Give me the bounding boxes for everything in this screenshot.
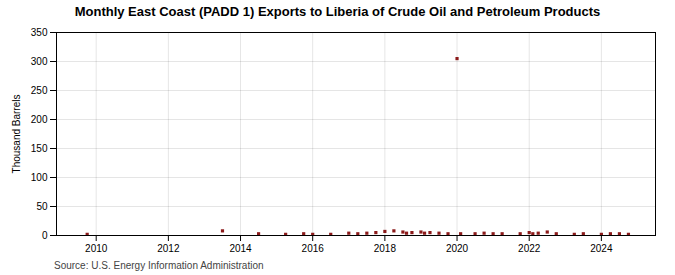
svg-text:2022: 2022 — [518, 243, 541, 254]
svg-text:350: 350 — [31, 27, 48, 38]
svg-text:2016: 2016 — [302, 243, 325, 254]
svg-text:2014: 2014 — [229, 243, 252, 254]
svg-text:2012: 2012 — [157, 243, 180, 254]
svg-text:Thousand Barrels: Thousand Barrels — [11, 95, 22, 174]
svg-text:250: 250 — [31, 85, 48, 96]
svg-text:300: 300 — [31, 56, 48, 67]
svg-text:2010: 2010 — [85, 243, 108, 254]
svg-text:2020: 2020 — [446, 243, 469, 254]
svg-text:50: 50 — [36, 201, 48, 212]
svg-text:100: 100 — [31, 172, 48, 183]
svg-text:2018: 2018 — [374, 243, 397, 254]
svg-text:2024: 2024 — [590, 243, 613, 254]
svg-text:0: 0 — [42, 230, 48, 241]
svg-text:150: 150 — [31, 143, 48, 154]
svg-text:200: 200 — [31, 114, 48, 125]
html-text:Source: U.S. Energy Informatio: Source: U.S. Energy Information Administ… — [54, 260, 264, 271]
html-text:Monthly East Coast (PADD 1) Ex: Monthly East Coast (PADD 1) Exports to L… — [74, 4, 601, 19]
